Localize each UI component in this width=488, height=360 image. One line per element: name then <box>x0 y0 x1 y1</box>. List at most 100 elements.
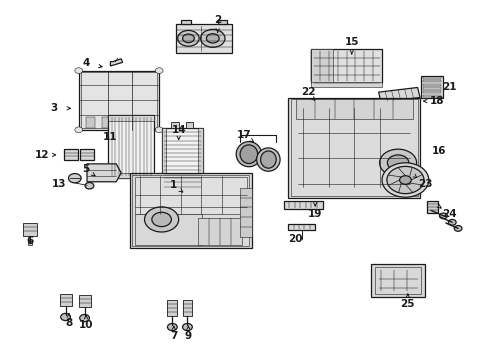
Bar <box>80 149 94 160</box>
Text: 23: 23 <box>417 179 431 189</box>
Circle shape <box>200 30 224 47</box>
Bar <box>135 177 246 214</box>
Bar <box>290 99 417 196</box>
Circle shape <box>155 68 163 73</box>
Text: 5: 5 <box>82 164 89 174</box>
Text: 6: 6 <box>26 236 34 246</box>
Bar <box>422 77 440 79</box>
Ellipse shape <box>236 141 261 167</box>
Bar <box>427 201 437 213</box>
Text: 16: 16 <box>431 146 446 156</box>
Text: 21: 21 <box>441 82 456 92</box>
Text: 19: 19 <box>307 209 322 219</box>
Text: 14: 14 <box>171 125 185 135</box>
Bar <box>198 128 203 191</box>
Bar <box>311 82 381 87</box>
Bar <box>305 111 310 114</box>
Text: 2: 2 <box>214 15 221 26</box>
Bar <box>370 264 424 297</box>
Bar <box>118 117 127 128</box>
Circle shape <box>68 174 81 183</box>
Circle shape <box>439 213 447 219</box>
Bar <box>422 91 440 93</box>
Bar <box>108 116 154 178</box>
Bar <box>288 224 315 230</box>
Circle shape <box>144 207 178 232</box>
Bar <box>81 72 157 128</box>
Circle shape <box>381 163 428 197</box>
Bar <box>422 84 440 86</box>
Bar <box>312 111 317 114</box>
Bar <box>295 99 412 119</box>
Bar <box>305 107 310 110</box>
Bar <box>134 117 143 128</box>
Polygon shape <box>378 87 419 102</box>
Bar <box>176 24 232 53</box>
Bar <box>283 201 322 209</box>
Ellipse shape <box>240 145 257 163</box>
Text: 13: 13 <box>52 179 66 189</box>
Circle shape <box>182 34 194 42</box>
Bar <box>198 218 242 244</box>
Bar <box>420 76 442 98</box>
Bar <box>171 122 178 128</box>
Circle shape <box>167 323 177 330</box>
Bar <box>161 128 203 191</box>
Circle shape <box>80 315 89 321</box>
Bar <box>217 21 227 24</box>
Text: 3: 3 <box>51 103 58 113</box>
Text: 15: 15 <box>344 37 358 47</box>
Ellipse shape <box>256 148 280 171</box>
Text: 22: 22 <box>300 87 314 97</box>
Circle shape <box>177 31 199 46</box>
Bar <box>182 300 192 316</box>
Text: 12: 12 <box>35 150 49 160</box>
Circle shape <box>453 226 461 231</box>
Bar <box>79 295 91 307</box>
Bar <box>64 149 78 160</box>
Bar <box>312 107 317 110</box>
Text: 25: 25 <box>400 299 414 309</box>
Bar <box>422 80 440 82</box>
Bar <box>27 241 32 244</box>
Bar <box>422 95 440 97</box>
Text: 9: 9 <box>184 331 192 341</box>
Circle shape <box>61 314 70 320</box>
Bar <box>161 128 166 191</box>
Bar <box>374 267 420 294</box>
Polygon shape <box>87 164 121 182</box>
Text: 17: 17 <box>237 130 251 140</box>
Bar <box>311 49 381 83</box>
Bar <box>22 223 37 235</box>
Bar <box>239 188 251 237</box>
Bar <box>60 294 72 306</box>
Ellipse shape <box>260 151 276 168</box>
Text: 7: 7 <box>170 331 177 341</box>
Circle shape <box>75 68 82 73</box>
Text: 1: 1 <box>170 180 177 190</box>
Circle shape <box>85 183 94 189</box>
Circle shape <box>75 127 82 133</box>
Text: 4: 4 <box>82 58 89 68</box>
Text: 11: 11 <box>103 132 118 142</box>
Bar <box>288 98 419 198</box>
Bar <box>181 21 190 24</box>
Text: 18: 18 <box>429 96 444 106</box>
Text: 20: 20 <box>288 234 303 244</box>
Text: 24: 24 <box>441 209 456 219</box>
Bar <box>132 175 249 246</box>
Circle shape <box>447 220 455 225</box>
Bar <box>304 105 319 116</box>
Polygon shape <box>110 59 122 66</box>
Bar <box>102 117 111 128</box>
Circle shape <box>379 149 416 176</box>
Circle shape <box>206 34 219 43</box>
Text: 10: 10 <box>79 320 93 330</box>
Circle shape <box>152 212 171 226</box>
Bar <box>86 117 95 128</box>
Bar <box>422 87 440 90</box>
Circle shape <box>386 155 408 171</box>
Circle shape <box>155 127 163 133</box>
Bar <box>108 116 154 121</box>
Bar <box>79 71 159 130</box>
